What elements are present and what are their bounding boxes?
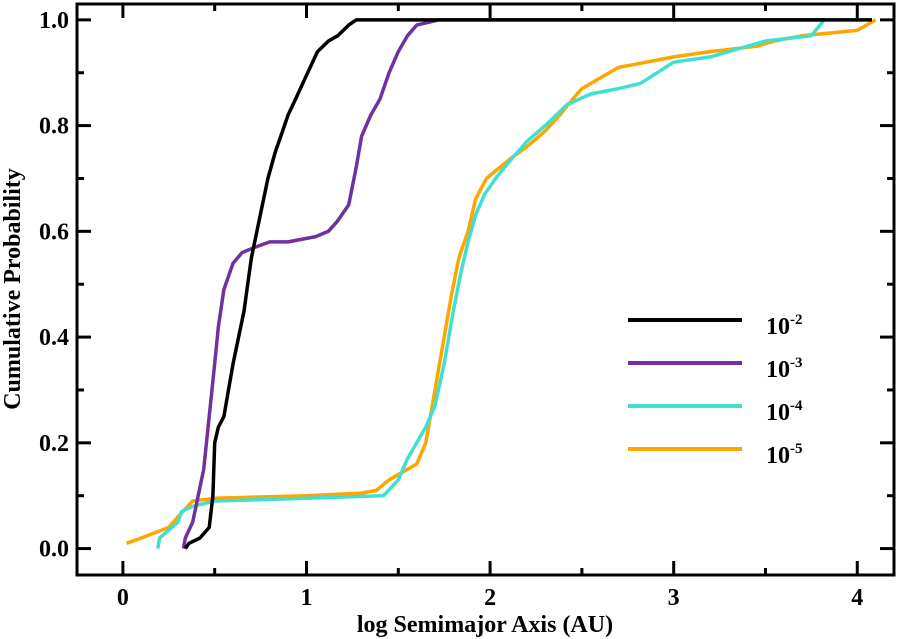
x-tick-label: 4 bbox=[851, 585, 863, 611]
series-lines bbox=[126, 18, 877, 550]
legend-label: 10-2 bbox=[766, 312, 803, 340]
legend-label: 10-3 bbox=[766, 355, 803, 383]
series-line-10e-2 bbox=[183, 18, 872, 550]
series-line-10e-5 bbox=[126, 18, 877, 545]
y-tick-label: 0.0 bbox=[39, 537, 69, 563]
legend-label: 10-5 bbox=[766, 441, 803, 469]
y-tick-label: 0.8 bbox=[39, 114, 69, 140]
series-line-10e-3 bbox=[181, 18, 825, 549]
y-tick-label: 0.2 bbox=[39, 431, 69, 457]
legend: 10-2 10-3 10-4 10-5 bbox=[628, 312, 803, 469]
tick-labels: 0 1 2 3 4 0.0 0.2 0.4 0.6 0.8 1.0 bbox=[39, 8, 863, 611]
y-axis-title: Cumulative Probability bbox=[0, 168, 26, 410]
x-tick-label: 2 bbox=[484, 585, 496, 611]
series-line-10e-4 bbox=[156, 18, 872, 549]
y-tick-label: 0.6 bbox=[39, 219, 69, 245]
y-tick-label: 0.4 bbox=[39, 325, 69, 351]
x-tick-label: 1 bbox=[300, 585, 312, 611]
axis-ticks bbox=[77, 4, 894, 575]
legend-label: 10-4 bbox=[766, 398, 803, 426]
y-tick-label: 1.0 bbox=[39, 8, 69, 34]
x-axis-title: log Semimajor Axis (AU) bbox=[357, 612, 613, 638]
x-tick-label: 3 bbox=[668, 585, 680, 611]
x-tick-label: 0 bbox=[117, 585, 129, 611]
plot-frame bbox=[75, 2, 896, 577]
